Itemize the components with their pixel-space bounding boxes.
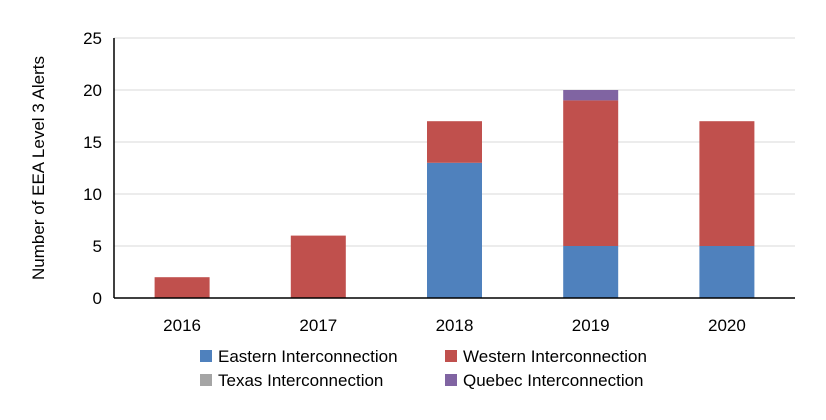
y-tick-label: 5 xyxy=(93,237,102,256)
x-tick-label: 2016 xyxy=(163,316,201,335)
bar-2020-eastern-interconnection xyxy=(699,246,755,298)
bar-2019-western-interconnection xyxy=(563,100,619,247)
x-tick-label: 2019 xyxy=(572,316,610,335)
y-tick-label: 15 xyxy=(83,133,102,152)
y-tick-label: 10 xyxy=(83,185,102,204)
axes xyxy=(113,38,795,299)
legend-label: Eastern Interconnection xyxy=(218,347,398,366)
y-tick-label: 25 xyxy=(83,29,102,48)
y-tick-labels: 0 5 10 15 20 25 xyxy=(83,29,102,308)
bar-2016-western-interconnection xyxy=(154,277,210,298)
x-tick-label: 2020 xyxy=(708,316,746,335)
bar-2017-western-interconnection xyxy=(290,235,346,298)
legend-label: Texas Interconnection xyxy=(218,371,383,390)
legend-label: Quebec Interconnection xyxy=(463,371,644,390)
bar-2018-western-interconnection xyxy=(427,121,482,163)
legend: Eastern Interconnection Western Interconn… xyxy=(200,347,647,390)
x-tick-label: 2017 xyxy=(299,316,337,335)
bar-2019-quebec-interconnection xyxy=(563,90,619,101)
bars xyxy=(154,90,755,298)
bar-2019-eastern-interconnection xyxy=(563,246,619,298)
legend-label: Western Interconnection xyxy=(463,347,647,366)
legend-swatch-eastern-interconnection xyxy=(200,350,212,362)
y-tick-label: 0 xyxy=(93,289,102,308)
legend-swatch-texas-interconnection xyxy=(200,374,212,386)
legend-swatch-quebec-interconnection xyxy=(445,374,457,386)
y-axis-label: Number of EEA Level 3 Alerts xyxy=(29,56,48,280)
x-tick-labels: 2016 2017 2018 2019 2020 xyxy=(163,316,746,335)
bar-2018-eastern-interconnection xyxy=(427,162,482,298)
legend-swatch-western-interconnection xyxy=(445,350,457,362)
x-tick-label: 2018 xyxy=(436,316,474,335)
bar-2020-western-interconnection xyxy=(699,121,755,246)
y-tick-label: 20 xyxy=(83,81,102,100)
